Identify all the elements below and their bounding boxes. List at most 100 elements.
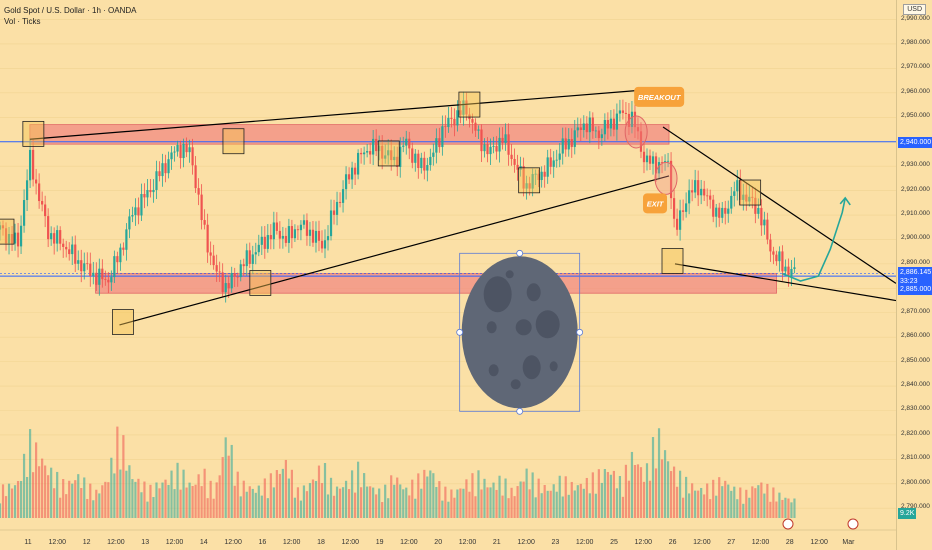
volume-bar — [477, 470, 480, 518]
trend-line[interactable] — [119, 175, 670, 326]
candle-body — [363, 152, 366, 155]
highlight-circle[interactable] — [654, 161, 678, 195]
candle-body — [531, 174, 534, 189]
volume-bar — [603, 469, 606, 518]
volume-indicator-label[interactable]: Vol · Ticks — [4, 17, 41, 26]
moon-resize-handle[interactable] — [576, 328, 584, 336]
volume-bar — [654, 468, 658, 518]
candle-body — [405, 138, 408, 146]
exit-badge[interactable] — [643, 193, 668, 214]
candle-body — [203, 220, 206, 225]
candle-body — [56, 230, 59, 244]
candle-body — [62, 243, 65, 247]
swing-marker-box[interactable] — [222, 128, 245, 155]
volume-bar — [516, 486, 519, 518]
candle-body — [44, 204, 47, 217]
volume-bar — [567, 494, 570, 518]
swing-marker-box[interactable] — [22, 120, 45, 147]
moon-resize-handle[interactable] — [516, 249, 524, 257]
time-axis-label: 12:00 — [107, 539, 125, 546]
highlight-circle[interactable] — [624, 115, 648, 149]
volume-bar — [396, 477, 399, 518]
moon-resize-handle[interactable] — [516, 407, 524, 415]
swing-marker-box[interactable] — [518, 167, 541, 194]
volume-bar — [212, 498, 215, 518]
volume-bar — [254, 492, 257, 518]
price-axis[interactable]: USD — [896, 0, 932, 550]
volume-bar — [549, 490, 552, 518]
volume-bar — [86, 498, 89, 518]
candle-body — [486, 144, 489, 155]
volume-bar — [104, 481, 107, 518]
swing-marker-box[interactable] — [112, 309, 134, 335]
volume-bar — [543, 485, 546, 518]
volume-bar — [627, 480, 631, 518]
volume-bar — [769, 501, 772, 518]
candle-body — [128, 216, 131, 230]
volume-bar — [381, 502, 384, 518]
candle-body — [311, 229, 315, 243]
swing-marker-box[interactable] — [249, 270, 272, 296]
candle-body — [59, 230, 62, 244]
candle-body — [260, 236, 263, 245]
candle-body — [672, 198, 676, 219]
swing-marker-box[interactable] — [739, 179, 762, 206]
moon-crater — [510, 379, 521, 390]
breakout-badge[interactable] — [634, 86, 685, 107]
volume-bar — [357, 461, 360, 518]
volume-bar — [525, 468, 528, 518]
time-axis-label: 12:00 — [693, 539, 711, 546]
swing-marker-box[interactable] — [0, 218, 15, 245]
trend-line[interactable] — [29, 89, 640, 140]
volume-bar — [347, 489, 351, 518]
trend-line[interactable] — [674, 263, 897, 302]
level-price-tag-upper: 2,940.000 — [898, 136, 932, 148]
economic-event-icon[interactable] — [782, 518, 794, 530]
symbol-title[interactable]: Gold Spot / U.S. Dollar · 1h · OANDA — [4, 6, 137, 15]
volume-bar — [405, 487, 408, 518]
volume-bar — [71, 483, 74, 518]
candle-body — [38, 183, 41, 202]
volume-bar — [724, 480, 727, 518]
economic-event-icon[interactable] — [847, 518, 859, 530]
candle-body — [344, 174, 348, 190]
volume-bar — [660, 459, 664, 518]
volume-bar — [314, 481, 318, 518]
candle-body — [597, 130, 600, 139]
volume-bar — [423, 469, 426, 518]
candle-body — [432, 152, 435, 157]
swing-marker-box[interactable] — [661, 248, 684, 274]
candle-body — [338, 201, 342, 203]
volume-bar — [414, 498, 417, 518]
price-axis-label: 2,800.000 — [901, 478, 930, 486]
volume-bar — [98, 493, 101, 518]
candle-body — [793, 267, 796, 269]
swing-marker-box[interactable] — [458, 91, 481, 118]
volume-bar — [311, 479, 315, 518]
price-axis-label: 2,920.000 — [901, 185, 930, 193]
moon-resize-handle[interactable] — [456, 328, 464, 336]
currency-button[interactable]: USD — [903, 4, 926, 15]
candle-body — [657, 162, 661, 174]
volume-bar — [77, 474, 80, 518]
volume-bar — [218, 475, 221, 518]
current-price-tag: 2,886.145 33:23 — [898, 267, 932, 288]
candle-body — [347, 174, 351, 180]
candle-body — [739, 180, 742, 200]
candle-body — [272, 222, 275, 240]
volume-bar — [203, 468, 206, 518]
projection-arrow[interactable] — [782, 197, 847, 282]
volume-bar — [16, 480, 20, 518]
trend-line[interactable] — [662, 126, 897, 284]
volume-bar — [784, 497, 787, 518]
swing-marker-box[interactable] — [377, 140, 400, 167]
volume-bar — [257, 485, 260, 518]
volume-bar — [185, 487, 188, 518]
volume-bar — [486, 487, 489, 518]
volume-bar — [561, 496, 564, 518]
candle-body — [423, 157, 426, 171]
candle-body — [176, 144, 179, 152]
volume-bar — [248, 486, 251, 518]
